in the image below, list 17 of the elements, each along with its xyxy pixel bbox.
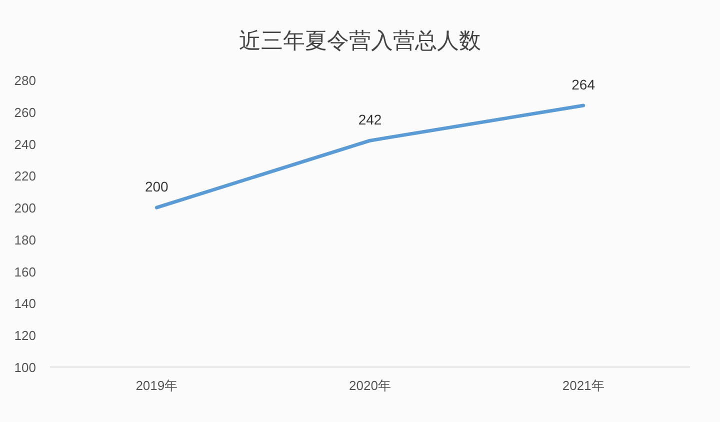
y-tick-label: 180 xyxy=(14,232,36,248)
y-tick-label: 280 xyxy=(14,73,36,88)
y-tick-label: 100 xyxy=(14,360,36,375)
y-tick-label: 220 xyxy=(14,168,36,184)
y-tick-label: 240 xyxy=(14,136,36,152)
y-tick-label: 200 xyxy=(14,200,36,216)
y-tick-label: 120 xyxy=(14,328,36,344)
data-label: 242 xyxy=(358,112,382,128)
x-tick-label: 2019年 xyxy=(136,378,178,393)
x-tick-label: 2020年 xyxy=(349,378,391,393)
chart-title: 近三年夏令营入营总人数 xyxy=(239,28,481,53)
data-label: 200 xyxy=(144,178,169,195)
y-tick-label: 260 xyxy=(14,104,36,120)
x-tick-label: 2021年 xyxy=(562,378,604,393)
data-label: 264 xyxy=(572,76,596,93)
y-tick-label: 140 xyxy=(14,296,36,312)
y-tick-label: 160 xyxy=(14,264,36,280)
